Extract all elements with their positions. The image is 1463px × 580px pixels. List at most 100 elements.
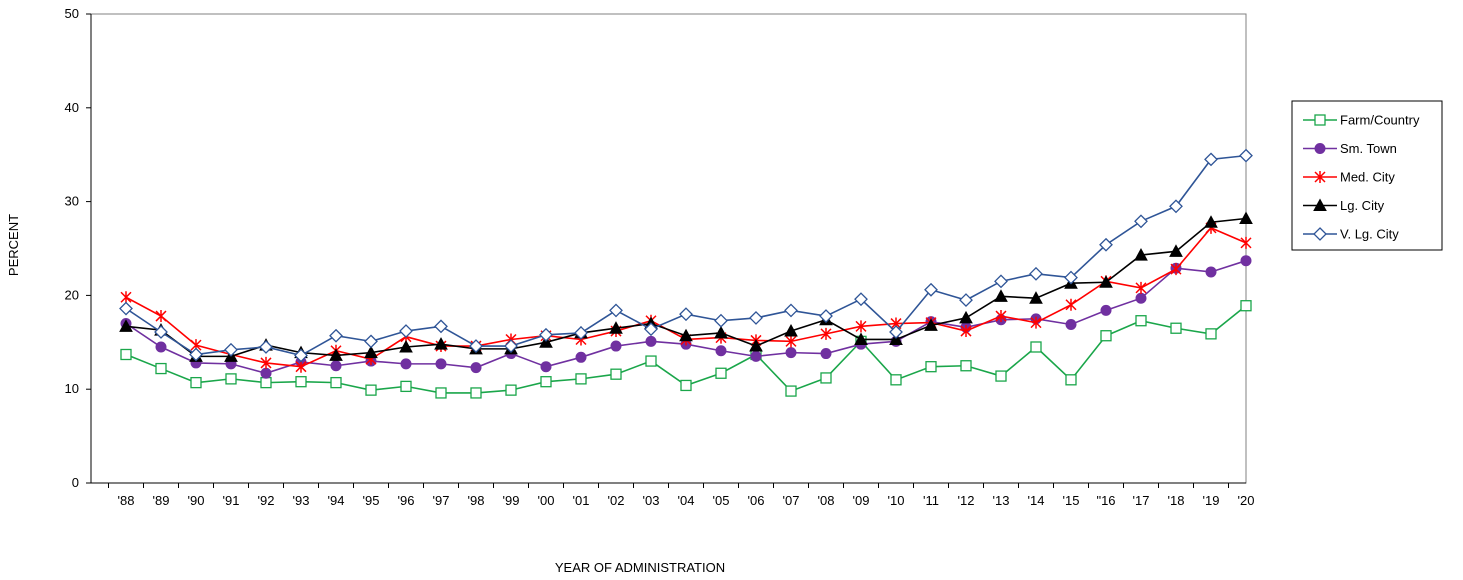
data-point-farm-country <box>1135 315 1147 327</box>
x-tick-label: '02 <box>608 493 625 508</box>
data-point-sm-town <box>1100 304 1112 316</box>
data-point-med-city <box>1065 298 1077 311</box>
data-point-lg-city <box>1239 211 1253 224</box>
plot-border <box>90 13 1247 484</box>
data-point-v-lg-city <box>1204 152 1218 167</box>
x-axis-title: YEAR OF ADMINISTRATION <box>555 560 725 575</box>
data-point-med-city <box>295 360 307 373</box>
data-point-v-lg-city <box>644 322 658 337</box>
data-point-sm-town <box>750 350 762 362</box>
data-point-lg-city <box>399 339 413 353</box>
data-point-sm-town <box>155 341 167 353</box>
legend: Farm/Country Sm. Town Med. City Lg. City V. … <box>1291 100 1443 251</box>
data-point-farm-country <box>260 376 272 389</box>
x-tick-label: '09 <box>853 493 870 508</box>
data-point-med-city <box>260 356 272 369</box>
y-axis-title: PERCENT <box>6 214 21 276</box>
data-point-v-lg-city <box>504 339 518 353</box>
data-point-farm-country <box>435 387 447 399</box>
legend-marker <box>1313 227 1327 241</box>
data-point-v-lg-city <box>294 348 308 363</box>
data-point-v-lg-city <box>434 319 448 334</box>
y-tick-label: 10 <box>65 381 79 396</box>
data-point-sm-town <box>575 351 587 363</box>
data-point-farm-country <box>575 373 587 385</box>
data-point-v-lg-city <box>1029 266 1043 281</box>
data-point-v-lg-city <box>749 310 763 325</box>
data-point-v-lg-city <box>1134 214 1148 229</box>
data-point-farm-country <box>365 384 377 396</box>
legend-box <box>1291 100 1443 251</box>
data-point-lg-city <box>889 332 903 345</box>
legend-marker <box>1314 114 1326 126</box>
legend-marker <box>1314 143 1326 154</box>
data-point-farm-country <box>820 372 832 384</box>
data-point-lg-city <box>679 328 693 342</box>
legend-item-lg-city: Lg. City <box>1303 198 1385 213</box>
data-point-v-lg-city <box>819 309 833 323</box>
data-point-sm-town <box>1135 292 1147 304</box>
data-point-farm-country <box>890 374 902 386</box>
series-line-v-lg-city <box>125 154 1247 357</box>
data-point-farm-country <box>680 379 692 392</box>
data-point-v-lg-city <box>364 334 378 349</box>
legend-label: Lg. City <box>1340 198 1385 213</box>
data-point-v-lg-city <box>784 303 798 318</box>
data-point-farm-country <box>1030 341 1042 353</box>
data-point-med-city <box>155 310 167 323</box>
data-point-med-city <box>785 335 797 348</box>
x-tick-label: '08 <box>818 493 835 508</box>
data-point-farm-country <box>960 360 972 372</box>
legend-item-med-city: Med. City <box>1303 170 1395 185</box>
legend-item-farm-country: Farm/Country <box>1303 113 1420 128</box>
data-point-med-city <box>960 325 972 338</box>
data-point-v-lg-city <box>539 327 553 342</box>
data-point-lg-city <box>1169 244 1183 257</box>
series-farm-country <box>120 300 1252 399</box>
data-point-sm-town <box>260 367 272 379</box>
data-point-med-city <box>820 327 832 340</box>
data-point-med-city <box>1135 281 1147 294</box>
data-point-v-lg-city <box>154 325 168 339</box>
x-tick-label: '05 <box>713 493 730 508</box>
data-point-farm-country <box>925 361 937 373</box>
data-point-sm-town <box>820 348 832 360</box>
data-point-v-lg-city <box>714 313 728 328</box>
legend-item-v-lg-city: V. Lg. City <box>1303 227 1399 242</box>
x-tick-label: '94 <box>328 493 345 508</box>
plot-area <box>90 13 1247 484</box>
data-point-sm-town <box>785 347 797 359</box>
x-tick-label: '98 <box>468 493 485 508</box>
x-tick-label: '19 <box>1203 493 1220 508</box>
data-point-farm-country <box>225 373 237 385</box>
data-point-farm-country <box>400 380 412 393</box>
data-point-farm-country <box>1100 330 1112 342</box>
legend-item-sm-town: Sm. Town <box>1303 141 1397 156</box>
data-point-farm-country <box>1205 328 1217 340</box>
y-tick-label: 40 <box>65 100 79 115</box>
data-point-lg-city <box>714 325 728 339</box>
data-point-v-lg-city <box>854 292 868 307</box>
x-tick-label: '07 <box>783 493 800 508</box>
data-point-lg-city <box>329 348 343 361</box>
x-tick-label: '04 <box>678 493 695 508</box>
data-point-lg-city <box>364 345 378 359</box>
data-point-v-lg-city <box>574 326 588 340</box>
data-point-farm-country <box>610 368 622 380</box>
data-point-lg-city <box>119 319 133 332</box>
data-point-lg-city <box>609 321 623 334</box>
x-tick-label: '03 <box>643 493 660 508</box>
series-lg-city <box>119 211 1253 362</box>
data-point-v-lg-city <box>609 303 623 318</box>
legend-marker <box>1314 171 1326 183</box>
data-point-v-lg-city <box>1169 199 1183 214</box>
x-tick-label: '15 <box>1063 493 1080 508</box>
x-tick-label: '00 <box>538 493 555 508</box>
x-tick-label: '96 <box>398 493 415 508</box>
data-point-farm-country <box>190 376 202 389</box>
x-tick-label: '92 <box>258 493 275 508</box>
data-point-sm-town <box>645 335 657 347</box>
data-point-v-lg-city <box>1099 237 1113 252</box>
data-point-v-lg-city <box>959 293 973 308</box>
data-point-sm-town <box>435 358 447 370</box>
